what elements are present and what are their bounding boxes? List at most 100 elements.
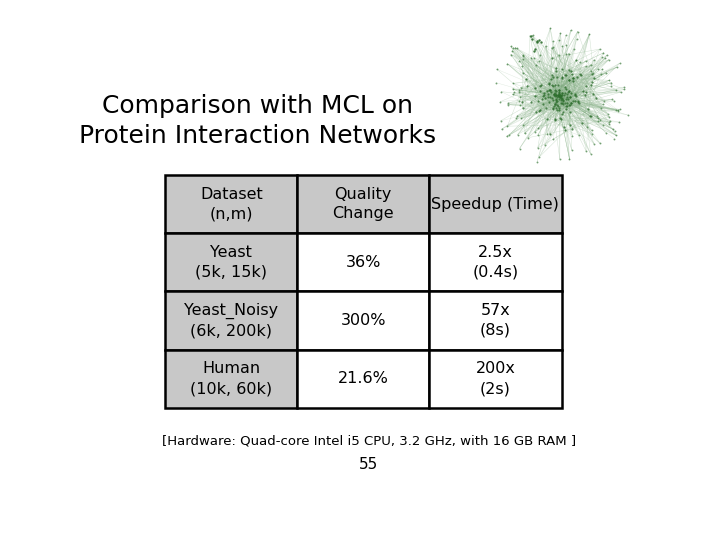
Point bbox=[516, 97, 528, 106]
Point bbox=[551, 72, 562, 81]
Point bbox=[539, 93, 551, 102]
Point bbox=[580, 57, 591, 65]
Point bbox=[553, 94, 564, 103]
Point bbox=[534, 106, 545, 115]
Point bbox=[531, 36, 543, 45]
Text: 55: 55 bbox=[359, 457, 379, 472]
Point bbox=[603, 76, 615, 85]
Point bbox=[573, 99, 585, 107]
Point bbox=[572, 98, 584, 106]
Point bbox=[562, 90, 573, 99]
Point bbox=[565, 98, 577, 107]
Point bbox=[603, 112, 615, 121]
Point bbox=[553, 90, 564, 99]
Point bbox=[516, 114, 527, 123]
Point bbox=[608, 97, 619, 105]
Point bbox=[564, 93, 576, 102]
Bar bbox=[429, 349, 562, 408]
Point bbox=[595, 70, 607, 78]
Point bbox=[597, 121, 608, 130]
Point bbox=[520, 75, 531, 84]
Point bbox=[592, 114, 603, 123]
Point bbox=[546, 73, 558, 82]
Point bbox=[495, 97, 506, 106]
Point bbox=[557, 73, 568, 82]
Point bbox=[567, 97, 579, 105]
Point bbox=[559, 99, 570, 107]
Point bbox=[517, 68, 528, 77]
Point bbox=[553, 89, 564, 98]
Point bbox=[594, 45, 606, 53]
Point bbox=[550, 91, 562, 99]
Point bbox=[566, 70, 577, 78]
Point bbox=[549, 81, 560, 90]
Point bbox=[560, 49, 572, 58]
Point bbox=[597, 100, 608, 109]
Point bbox=[553, 85, 564, 94]
Point bbox=[519, 129, 531, 138]
Point bbox=[529, 44, 541, 53]
Point bbox=[609, 127, 621, 136]
Point bbox=[571, 35, 582, 43]
Point bbox=[564, 107, 575, 116]
Point bbox=[585, 112, 596, 120]
Point bbox=[554, 86, 565, 95]
Point bbox=[564, 120, 576, 129]
Point bbox=[515, 92, 526, 101]
Text: Speedup (Time): Speedup (Time) bbox=[431, 197, 559, 212]
Point bbox=[534, 82, 545, 90]
Point bbox=[491, 65, 503, 73]
Point bbox=[557, 65, 568, 73]
Point bbox=[518, 52, 529, 60]
Point bbox=[540, 103, 552, 112]
Point bbox=[570, 56, 582, 65]
Point bbox=[547, 105, 559, 113]
Point bbox=[557, 96, 569, 104]
Point bbox=[569, 91, 580, 99]
Point bbox=[559, 89, 571, 98]
Point bbox=[547, 96, 559, 105]
Point bbox=[495, 117, 506, 125]
Point bbox=[547, 135, 559, 144]
Point bbox=[607, 125, 618, 133]
Point bbox=[583, 30, 595, 39]
Point bbox=[544, 24, 556, 33]
Point bbox=[534, 86, 546, 95]
Point bbox=[587, 130, 598, 138]
Point bbox=[587, 77, 598, 86]
Point bbox=[556, 93, 567, 102]
Point bbox=[553, 88, 564, 97]
Point bbox=[554, 91, 566, 100]
Point bbox=[603, 118, 614, 126]
Point bbox=[539, 141, 550, 150]
Point bbox=[562, 99, 573, 107]
Point bbox=[565, 67, 577, 76]
Point bbox=[614, 105, 626, 114]
Point bbox=[502, 122, 513, 131]
Point bbox=[513, 97, 525, 105]
Point bbox=[615, 88, 626, 97]
Point bbox=[598, 49, 609, 57]
Point bbox=[532, 131, 544, 139]
Point bbox=[562, 88, 574, 97]
Point bbox=[557, 99, 569, 108]
Point bbox=[588, 73, 600, 82]
Point bbox=[516, 62, 527, 71]
Point bbox=[549, 92, 561, 101]
Point bbox=[536, 80, 547, 89]
Point bbox=[550, 64, 562, 73]
Point bbox=[549, 86, 560, 94]
Point bbox=[565, 26, 577, 35]
Point bbox=[540, 42, 552, 51]
Point bbox=[606, 82, 617, 90]
Point bbox=[513, 57, 525, 65]
Point bbox=[543, 89, 554, 98]
Text: Human
(10k, 60k): Human (10k, 60k) bbox=[190, 361, 272, 396]
Point bbox=[572, 97, 583, 105]
Point bbox=[531, 37, 542, 46]
Point bbox=[588, 56, 600, 64]
Point bbox=[537, 100, 549, 109]
Text: 57x
(8s): 57x (8s) bbox=[480, 303, 511, 338]
Point bbox=[585, 111, 597, 120]
Point bbox=[525, 32, 536, 40]
